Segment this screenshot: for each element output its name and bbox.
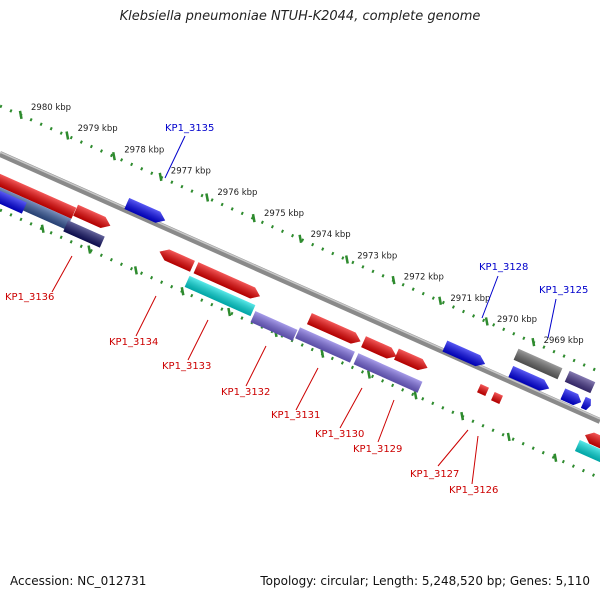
kbp-label-2969: 2969 kbp [544,336,584,346]
genome-backbone [0,151,600,424]
kbp-label-2971: 2971 kbp [450,294,490,304]
gene-red-3130[interactable] [361,336,399,362]
gene-label-KP1_3133[interactable]: KP1_3133 [162,361,211,372]
gene-label-KP1_3128[interactable]: KP1_3128 [479,262,528,273]
major-tick-2976 [205,193,210,202]
gene-features [0,173,600,464]
major-tick-2977 [158,172,163,182]
inner-major-tick-2977 [180,286,185,296]
inner-major-tick-2976 [227,307,232,317]
leader-KP1_3128 [481,275,499,319]
kbp-label-2979: 2979 kbp [78,124,118,134]
inner-major-tick-2970 [506,432,511,442]
kbp-label-2980: 2980 kbp [31,103,71,113]
gene-purple-3130[interactable] [353,353,423,393]
major-tick-2970 [484,317,489,326]
inner-major-tick-2969 [553,453,558,462]
gene-red-3126[interactable] [491,392,503,404]
gene-label-KP1_3135[interactable]: KP1_3135 [165,123,214,134]
gene-KP1_3128[interactable] [442,340,487,370]
gene-navy-3136[interactable] [63,220,105,248]
gene-labels: KP1_3135 KP1_3128 KP1_3125 KP1_3136 KP1_3134… [5,123,588,496]
gene-KP1_3125[interactable] [564,370,596,394]
major-tick-2971 [438,296,443,306]
major-tick-2979 [65,131,70,140]
gene-label-leaders [51,135,557,485]
topology-text: Topology: circular; Length: 5,248,520 bp… [260,574,590,588]
gene-blue-3124[interactable] [508,365,551,394]
gene-red-left[interactable] [0,173,77,219]
gene-red-3136[interactable] [73,204,113,231]
gene-label-KP1_3132[interactable]: KP1_3132 [221,387,270,398]
inner-major-tick-2980 [40,224,45,233]
major-tick-2973 [344,255,349,264]
gene-red-3127[interactable] [477,384,489,396]
gene-label-KP1_3125[interactable]: KP1_3125 [539,285,588,296]
leader-KP1_3130 [339,387,363,429]
kbp-labels: 2980 kbp 2979 kbp 2978 kbp 2977 kbp 2976 kbp… [31,103,584,346]
leader-KP1_3133 [187,319,209,361]
gene-label-KP1_3131[interactable]: KP1_3131 [271,410,320,421]
kbp-label-2975: 2975 kbp [264,209,304,219]
inner-major-tick-2972 [413,391,418,400]
leader-KP1_3132 [245,345,267,387]
gene-label-KP1_3127[interactable]: KP1_3127 [410,469,459,480]
kbp-label-2974: 2974 kbp [311,230,351,240]
major-tick-2972 [391,275,396,285]
gene-KP1_3134[interactable] [157,246,195,272]
map-title: Klebsiella pneumoniae NTUH-K2044, comple… [119,9,481,24]
major-tick-2978 [111,151,116,161]
leader-KP1_3129 [377,399,395,443]
gene-KP1_3132[interactable] [250,311,298,341]
gene-blue-3122[interactable] [580,396,593,411]
kbp-label-2976: 2976 kbp [217,188,257,198]
leader-KP1_3131 [295,367,319,411]
gene-label-KP1_3136[interactable]: KP1_3136 [5,292,54,303]
gene-KP1_3135[interactable] [124,197,167,226]
gene-label-KP1_3129[interactable]: KP1_3129 [353,444,402,455]
major-tick-2980 [18,110,23,120]
gene-label-KP1_3130[interactable]: KP1_3130 [315,429,364,440]
gene-blue-3123[interactable] [560,388,583,407]
leader-KP1_3136 [51,255,73,293]
gene-label-KP1_3126[interactable]: KP1_3126 [449,485,498,496]
leader-KP1_3126 [471,435,479,485]
inner-major-tick-2971 [460,411,465,421]
kbp-label-2973: 2973 kbp [357,251,397,261]
kbp-label-2972: 2972 kbp [404,273,444,283]
kbp-label-2977: 2977 kbp [171,167,211,177]
kbp-label-2978: 2978 kbp [124,145,164,155]
kbp-label-2970: 2970 kbp [497,315,537,325]
gene-red-3131[interactable] [306,313,363,347]
major-tick-2974 [298,234,303,244]
inner-major-tick-2978 [133,266,138,275]
leader-KP1_3125 [547,298,557,339]
tick-marks [18,110,558,462]
major-tick-2969 [531,337,536,347]
gene-red-3129[interactable] [394,348,430,374]
gene-red-3134b[interactable] [193,262,263,301]
gene-cyan-3133[interactable] [184,275,256,317]
leader-KP1_3135 [164,135,186,179]
inner-major-tick-2973 [366,370,371,379]
accession-text: Accession: NC_012731 [10,574,147,588]
gene-purple-3131[interactable] [295,327,355,363]
gene-grey-3127[interactable] [513,348,563,380]
gene-cyan-right[interactable] [574,440,600,464]
inner-major-tick-2979 [87,245,92,254]
leader-KP1_3127 [437,429,469,467]
major-tick-2975 [251,213,256,223]
gene-red-right[interactable] [583,430,600,451]
gene-blue-left-2[interactable] [0,186,27,214]
gene-label-KP1_3134[interactable]: KP1_3134 [109,337,158,348]
inner-major-tick-2974 [320,349,325,358]
leader-KP1_3134 [135,295,157,337]
